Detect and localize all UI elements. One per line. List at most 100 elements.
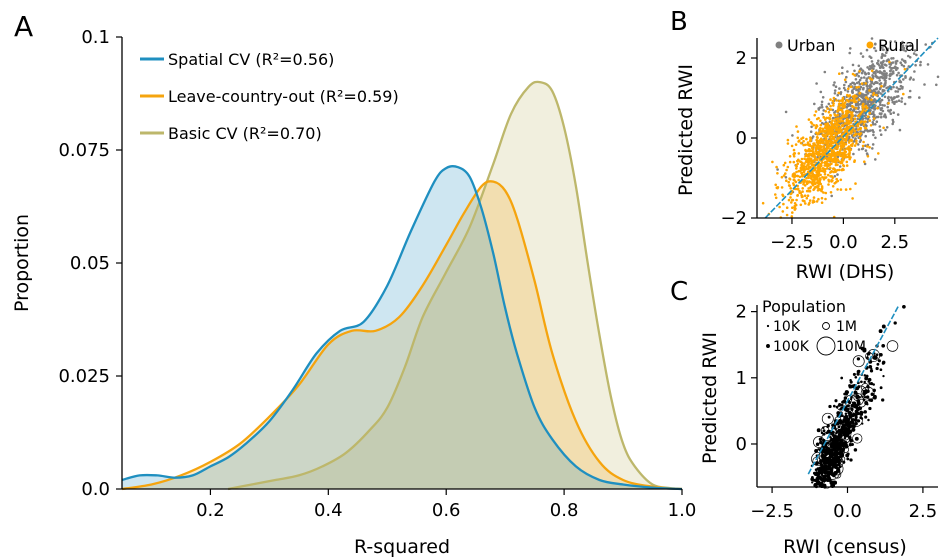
point-urban [827, 102, 831, 106]
point-region [853, 448, 858, 452]
point-rural [840, 109, 844, 113]
point-urban [842, 117, 845, 121]
point-rural [836, 113, 839, 117]
point-rural [815, 178, 819, 181]
legend-label-lco: Leave-country-out (R²=0.59) [168, 87, 399, 106]
point-rural [836, 158, 839, 161]
point-urban [893, 96, 896, 99]
point-urban [887, 58, 890, 61]
point-rural [800, 193, 803, 197]
point-rural [836, 188, 839, 191]
point-urban [880, 55, 884, 58]
point-rural [827, 180, 831, 183]
point-urban [879, 82, 883, 85]
point-region [856, 399, 861, 403]
point-urban [885, 74, 888, 77]
panel-c-legend: Population 10K 1M 100K 10M [762, 297, 866, 356]
point-urban [847, 104, 850, 108]
y-tick-label: 0.025 [58, 366, 110, 387]
point-region [845, 430, 849, 434]
point-urban [884, 79, 887, 83]
point-region [854, 409, 859, 414]
point-rural [813, 187, 816, 190]
point-rural [862, 140, 865, 144]
point-rural [845, 119, 848, 122]
point-urban [900, 63, 904, 67]
point-urban [901, 87, 904, 90]
point-region [852, 433, 863, 444]
point-urban [819, 90, 823, 94]
point-rural [830, 179, 833, 182]
point-urban [820, 103, 824, 107]
point-region [838, 444, 842, 448]
point-rural [838, 168, 841, 172]
point-rural [809, 138, 812, 141]
point-rural [832, 170, 835, 174]
point-rural [838, 151, 842, 155]
point-region [822, 429, 826, 433]
point-rural [800, 157, 804, 161]
point-urban [891, 100, 894, 104]
size-legend-marker [816, 336, 836, 356]
point-rural [827, 154, 830, 157]
point-urban [857, 148, 861, 151]
point-urban [864, 114, 868, 117]
point-region [827, 463, 830, 467]
point-urban [865, 48, 869, 52]
point-rural [846, 125, 850, 128]
point-urban [841, 66, 844, 69]
point-rural [866, 155, 870, 158]
legend-marker-urban [775, 41, 783, 49]
point-urban [868, 86, 872, 90]
series-line-lco [121, 180, 683, 491]
point-rural [810, 174, 814, 178]
point-rural [830, 162, 833, 165]
point-urban [894, 90, 897, 93]
point-rural [862, 102, 865, 106]
point-urban [852, 152, 855, 156]
point-urban [859, 85, 863, 89]
point-rural [828, 117, 832, 120]
point-urban [903, 102, 907, 106]
point-rural [775, 165, 778, 169]
point-rural [792, 182, 795, 185]
point-rural [822, 147, 825, 150]
point-rural [835, 99, 838, 102]
point-rural [842, 143, 846, 147]
point-rural [836, 126, 839, 129]
point-rural [816, 165, 820, 169]
point-rural [850, 139, 854, 142]
point-rural [793, 152, 797, 155]
point-rural [851, 197, 854, 200]
point-rural [811, 150, 815, 153]
point-region [852, 355, 865, 368]
point-urban [894, 60, 898, 63]
point-region [882, 374, 885, 378]
panel-c-x-ticks: −2.5 0.0 2.5 [750, 487, 937, 522]
point-rural [822, 170, 825, 173]
panel-a-density-plot: 0.2 0.4 0.6 0.8 1.0 0.0 0.025 0.05 0.075 0.1 R-s… [11, 27, 696, 558]
point-rural [842, 164, 846, 168]
point-rural [800, 168, 803, 172]
point-rural [851, 99, 854, 102]
point-rural [819, 173, 822, 177]
point-rural [805, 189, 809, 193]
point-rural [807, 163, 810, 166]
point-rural [816, 174, 819, 178]
point-rural [880, 84, 883, 88]
point-urban [868, 55, 871, 58]
point-rural [832, 104, 835, 107]
point-rural [831, 185, 835, 188]
point-urban [784, 176, 788, 179]
point-urban [854, 114, 857, 117]
point-region [863, 380, 866, 384]
point-rural [813, 142, 816, 145]
point-region [860, 346, 865, 351]
point-rural [786, 138, 790, 142]
point-rural [781, 210, 785, 213]
point-urban [913, 70, 916, 73]
point-urban [851, 81, 854, 85]
point-rural [797, 152, 801, 155]
point-rural [841, 158, 844, 162]
panel-b-y-ticks: −2 0 2 [720, 48, 757, 229]
